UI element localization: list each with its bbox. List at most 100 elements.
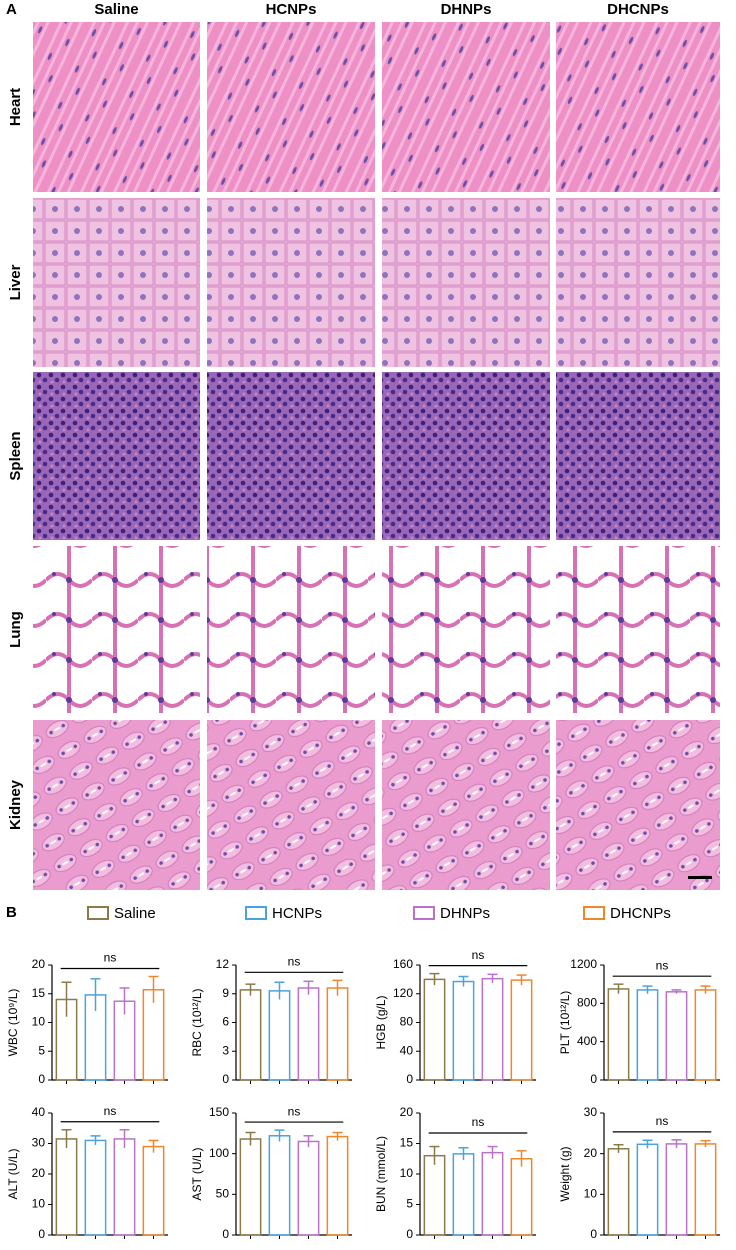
- y-tick-label: 40: [400, 1043, 414, 1057]
- bar: [142, 988, 165, 1081]
- legend-swatch: [583, 906, 605, 920]
- y-tick-label: 15: [32, 986, 46, 1000]
- histology-image: [382, 546, 550, 713]
- y-tick-label: 1200: [570, 957, 597, 971]
- significance-label: ns: [288, 1104, 301, 1118]
- y-tick-label: 160: [393, 957, 413, 971]
- histology-image: [556, 720, 720, 890]
- bar: [55, 1138, 78, 1236]
- row-label: Heart: [7, 88, 24, 126]
- y-tick-label: 10: [32, 1197, 46, 1211]
- row-label: Liver: [7, 264, 24, 300]
- bar: [423, 978, 446, 1081]
- y-tick-label: 0: [590, 1072, 597, 1086]
- bar: [297, 1140, 320, 1236]
- y-axis-label: WBC (10⁹/L): [6, 989, 20, 1057]
- significance-label: ns: [104, 1104, 117, 1118]
- column-label: DHCNPs: [607, 1, 669, 18]
- y-tick-label: 0: [406, 1072, 413, 1086]
- legend-swatch: [245, 906, 267, 920]
- legend-label: HCNPs: [272, 905, 322, 922]
- y-tick-label: 10: [400, 1166, 414, 1180]
- histology-image: [207, 720, 375, 890]
- y-tick-label: 5: [406, 1197, 413, 1211]
- bar: [268, 1135, 291, 1236]
- histology-image: [556, 546, 720, 713]
- legend-swatch: [87, 906, 109, 920]
- column-label: HCNPs: [266, 1, 317, 18]
- y-tick-label: 3: [222, 1043, 229, 1057]
- y-tick-label: 9: [222, 986, 229, 1000]
- y-axis-label: HGB (g/L): [374, 995, 388, 1049]
- histology-image: [382, 198, 550, 367]
- bar: [694, 989, 717, 1081]
- y-tick-label: 10: [32, 1015, 46, 1029]
- histology-image: [382, 372, 550, 540]
- bar: [452, 1153, 475, 1236]
- bar: [326, 1135, 349, 1236]
- panel-label: A: [6, 1, 17, 18]
- histology-image: [33, 720, 200, 890]
- bar: [423, 1154, 446, 1236]
- y-tick-label: 15: [400, 1136, 414, 1150]
- y-axis-label: RBC (10¹²/L): [190, 988, 204, 1056]
- y-tick-label: 400: [577, 1034, 597, 1048]
- bar: [84, 1139, 107, 1236]
- histology-image: [33, 198, 200, 367]
- histology-image: [207, 372, 375, 540]
- bar: [607, 988, 630, 1081]
- bar: [113, 1138, 136, 1236]
- legend-label: DHNPs: [440, 905, 490, 922]
- y-tick-label: 12: [216, 957, 230, 971]
- bar: [636, 989, 659, 1081]
- bar: [510, 979, 533, 1081]
- bar: [481, 1151, 504, 1236]
- bar: [481, 977, 504, 1081]
- legend-swatch: [413, 906, 435, 920]
- y-tick-label: 800: [577, 996, 597, 1010]
- significance-label: ns: [472, 948, 485, 962]
- y-tick-label: 20: [32, 957, 46, 971]
- y-tick-label: 20: [584, 1146, 598, 1160]
- y-tick-label: 0: [38, 1072, 45, 1086]
- significance-label: ns: [656, 1114, 669, 1128]
- y-tick-label: 0: [38, 1227, 45, 1241]
- histology-image: [382, 22, 550, 192]
- y-tick-label: 0: [406, 1227, 413, 1241]
- row-label: Spleen: [7, 431, 24, 480]
- bar: [239, 989, 262, 1081]
- bar: [636, 1143, 659, 1236]
- y-tick-label: 20: [400, 1105, 414, 1119]
- y-tick-label: 10: [584, 1187, 598, 1201]
- legend-label: Saline: [114, 905, 156, 922]
- y-tick-label: 20: [32, 1166, 46, 1180]
- bar: [510, 1158, 533, 1236]
- bar: [239, 1138, 262, 1236]
- column-label: Saline: [94, 1, 138, 18]
- bar: [268, 990, 291, 1081]
- y-axis-label: BUN (mmol/L): [374, 1136, 388, 1212]
- bar: [326, 987, 349, 1081]
- column-label: DHNPs: [441, 1, 492, 18]
- scale-bar: [688, 876, 712, 879]
- y-tick-label: 0: [590, 1227, 597, 1241]
- histology-image: [382, 720, 550, 890]
- y-axis-label: PLT (10¹²/L): [558, 991, 572, 1055]
- bar: [452, 980, 475, 1081]
- y-tick-label: 150: [209, 1105, 229, 1119]
- histology-image: [33, 546, 200, 713]
- y-tick-label: 0: [222, 1227, 229, 1241]
- y-axis-label: ALT (U/L): [6, 1149, 20, 1200]
- histology-image: [33, 22, 200, 192]
- legend-label: DHCNPs: [610, 905, 671, 922]
- bar: [665, 1143, 688, 1236]
- panel-label: B: [6, 904, 17, 921]
- histology-image: [207, 546, 375, 713]
- significance-label: ns: [472, 1115, 485, 1129]
- bar: [665, 991, 688, 1081]
- y-tick-label: 120: [393, 986, 413, 1000]
- y-tick-label: 30: [32, 1136, 46, 1150]
- significance-label: ns: [104, 951, 117, 965]
- bar: [142, 1145, 165, 1236]
